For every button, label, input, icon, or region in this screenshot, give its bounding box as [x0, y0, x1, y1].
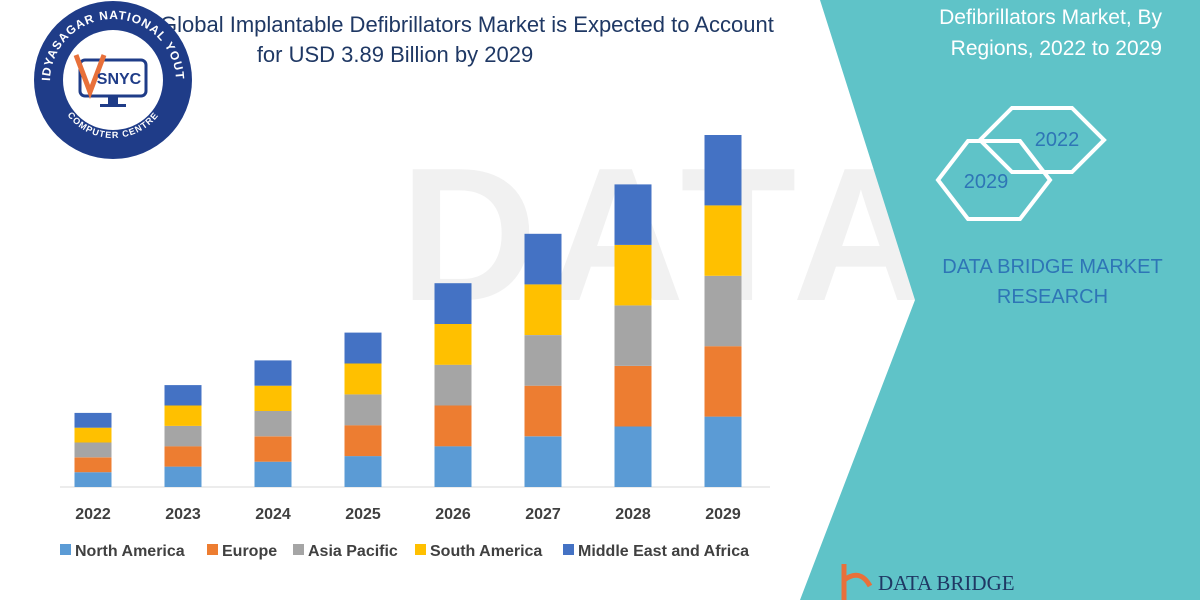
bar-segment-2023-middle-east-and-africa — [164, 385, 202, 406]
bar-segment-2026-europe — [434, 405, 472, 447]
bar-segment-2028-north-america — [614, 426, 652, 487]
bar-segment-2027-north-america — [524, 436, 562, 487]
legend-swatch-south-america — [415, 544, 426, 555]
bar-segment-2023-asia-pacific — [164, 425, 202, 447]
footer-logo-mark-icon — [841, 564, 873, 600]
x-tick-label-2028: 2028 — [615, 506, 651, 523]
bar-segment-2024-europe — [254, 436, 292, 462]
hexagon-2029-label: 2029 — [964, 171, 1009, 193]
bar-segment-2027-middle-east-and-africa — [524, 233, 562, 285]
x-tick-label-2029: 2029 — [705, 506, 741, 523]
hexagon-2022 — [977, 106, 1107, 174]
legend-swatch-asia-pacific — [293, 544, 304, 555]
side-panel-text-line-2: Regions, 2022 to 2029 — [950, 37, 1162, 60]
legend: North America Europe Asia Pacific South Ame… — [60, 543, 749, 560]
footer-logo-text: DATA BRIDGE — [878, 571, 1015, 595]
bar-segment-2025-south-america — [344, 363, 382, 395]
bar-segment-2026-north-america — [434, 446, 472, 487]
bar-segment-2028-south-america — [614, 244, 652, 306]
legend-label-asia-pacific: Asia Pacific — [308, 543, 398, 560]
side-panel-text-line-1: Defibrillators Market, By — [939, 6, 1162, 29]
legend-label-north-america: North America — [75, 543, 185, 560]
x-tick-label-2027: 2027 — [525, 506, 561, 523]
bar-segment-2025-europe — [344, 425, 382, 457]
bar-segment-2022-asia-pacific — [74, 442, 112, 458]
bars-layer — [74, 135, 742, 487]
legend-swatch-north-america — [60, 544, 71, 555]
bar-segment-2022-europe — [74, 457, 112, 473]
chart-title-line-2: for USD 3.89 Billion by 2029 — [256, 42, 534, 67]
bar-segment-2026-south-america — [434, 324, 472, 365]
brand-text-line-1: DATA BRIDGE MARKET — [942, 256, 1163, 278]
bar-segment-2022-south-america — [74, 427, 112, 443]
bar-segment-2023-europe — [164, 446, 202, 467]
data-bridge-footer-logo: DATA BRIDGE — [841, 564, 1015, 600]
hexagon-2029 — [935, 139, 1053, 221]
bar-segment-2024-middle-east-and-africa — [254, 360, 292, 386]
bar-segment-2028-asia-pacific — [614, 305, 652, 366]
bar-segment-2029-europe — [704, 346, 742, 417]
bar-segment-2028-middle-east-and-africa — [614, 184, 652, 245]
bar-segment-2029-south-america — [704, 205, 742, 276]
bar-segment-2024-asia-pacific — [254, 411, 292, 437]
bar-segment-2022-north-america — [74, 472, 112, 487]
bar-segment-2023-south-america — [164, 405, 202, 426]
bar-segment-2025-north-america — [344, 456, 382, 487]
bar-segment-2029-middle-east-and-africa — [704, 135, 742, 206]
x-tick-label-2025: 2025 — [345, 506, 381, 523]
brand-text-line-2: RESEARCH — [996, 286, 1109, 308]
x-tick-label-2022: 2022 — [75, 506, 111, 523]
side-panel — [800, 0, 1200, 600]
bar-segment-2022-middle-east-and-africa — [74, 412, 112, 428]
v-mark-icon — [73, 54, 107, 100]
bar-segment-2024-north-america — [254, 461, 292, 487]
hexagon-2022-label: 2022 — [1035, 129, 1080, 151]
monitor-base-icon — [100, 104, 126, 107]
bar-segment-2023-north-america — [164, 466, 202, 487]
x-tick-label-2024: 2024 — [255, 506, 291, 523]
stacked-bar-chart: 2022 2023 2024 2025 2026 2027 2028 2029 North A… — [60, 135, 770, 560]
monitor-stand-icon — [108, 96, 118, 104]
legend-label-south-america: South America — [430, 543, 542, 560]
x-tick-label-2026: 2026 — [435, 506, 471, 523]
bar-segment-2025-asia-pacific — [344, 394, 382, 426]
x-tick-label-2023: 2023 — [165, 506, 201, 523]
bar-segment-2024-south-america — [254, 385, 292, 411]
badge-monogram: SNYC — [97, 71, 142, 88]
bar-segment-2027-europe — [524, 385, 562, 437]
bar-segment-2026-asia-pacific — [434, 364, 472, 406]
bar-segment-2029-asia-pacific — [704, 275, 742, 347]
bar-segment-2028-europe — [614, 366, 652, 427]
legend-label-europe: Europe — [222, 543, 277, 560]
bar-segment-2027-south-america — [524, 284, 562, 335]
bar-segment-2029-north-america — [704, 416, 742, 487]
x-tick-labels: 2022 2023 2024 2025 2026 2027 2028 2029 — [75, 506, 741, 523]
legend-swatch-europe — [207, 544, 218, 555]
bar-segment-2025-middle-east-and-africa — [344, 332, 382, 364]
legend-swatch-middle-east-and-africa — [563, 544, 574, 555]
vsnyc-logo-badge: VIDYASAGAR NATIONAL YOUTH COMPUTER CENTR… — [28, 0, 192, 159]
legend-label-middle-east-and-africa: Middle East and Africa — [578, 543, 749, 560]
badge-inner-circle — [63, 30, 163, 130]
bar-segment-2027-asia-pacific — [524, 335, 562, 386]
bar-segment-2026-middle-east-and-africa — [434, 283, 472, 324]
